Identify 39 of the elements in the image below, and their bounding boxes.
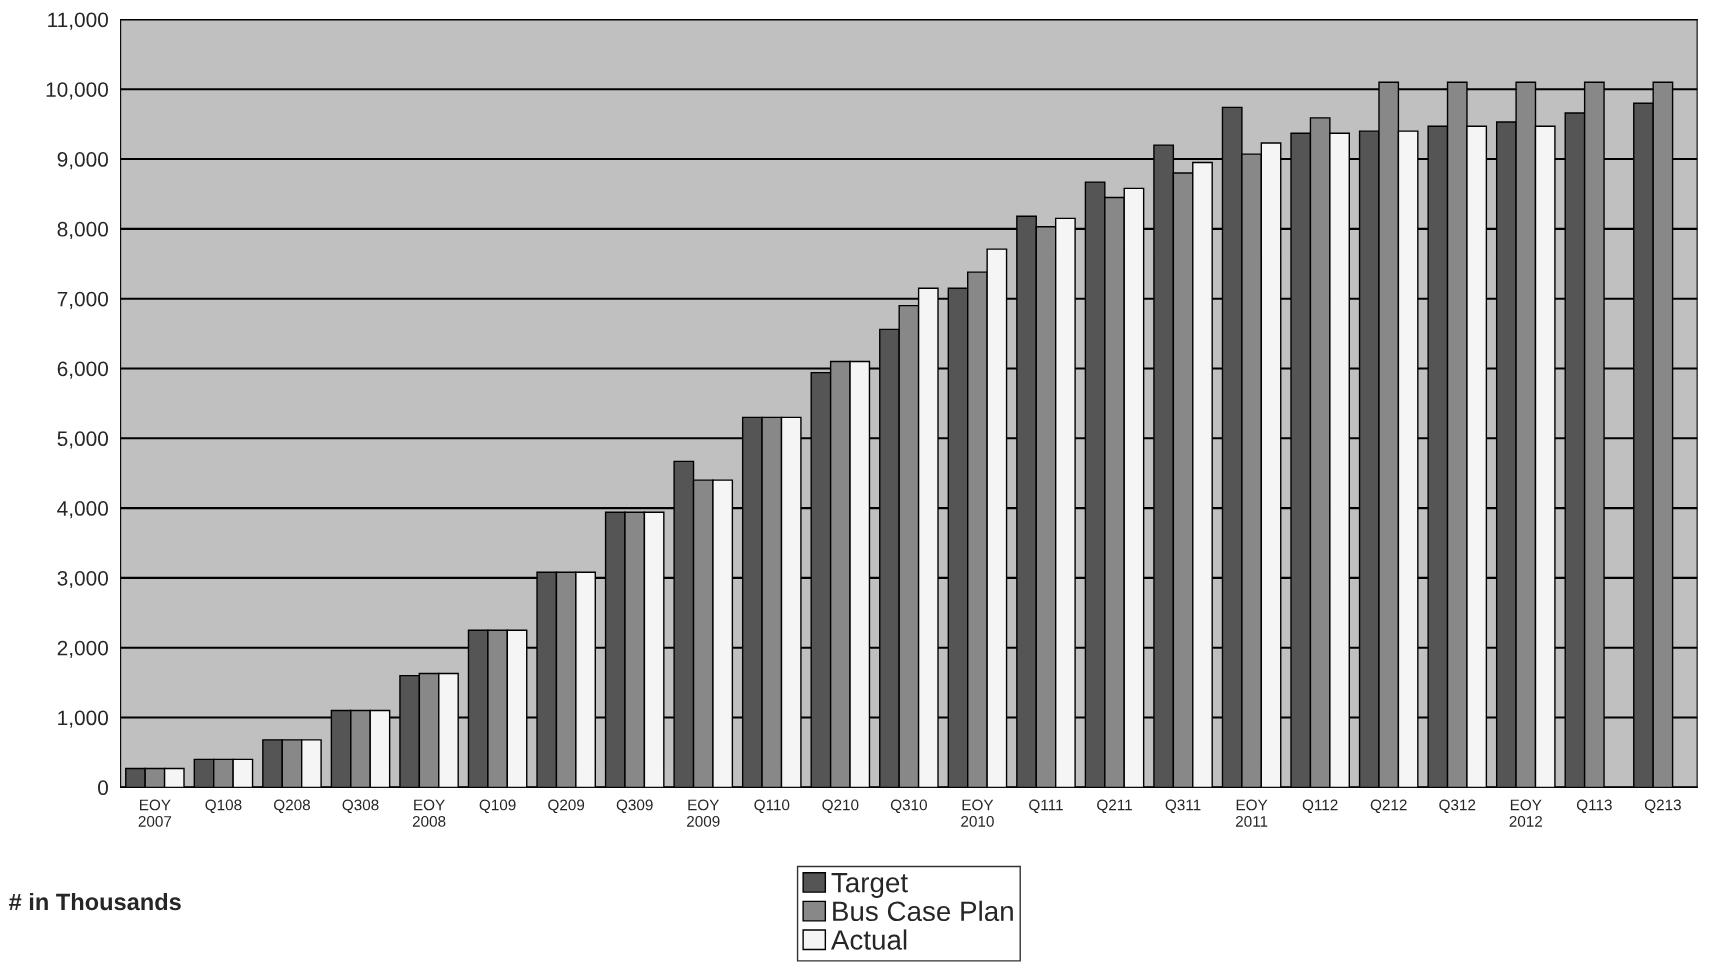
x-tick-label: Q109 [479, 799, 516, 814]
x-tick-label: EOY 2007 [138, 799, 172, 827]
y-tick-label: 7,000 [57, 291, 108, 309]
y-tick-label: 10,000 [46, 82, 108, 100]
y-tick-label: 2,000 [57, 640, 108, 658]
x-tick-label: Q309 [616, 799, 653, 814]
x-tick-label: EOY 2011 [1235, 799, 1268, 827]
x-tick-label: Q211 [1097, 799, 1132, 814]
legend-label: Bus Case Plan [833, 900, 1013, 922]
x-tick-label: Q111 [1029, 799, 1063, 814]
x-tick-label: Q210 [822, 799, 859, 814]
text: # in Thousands [9, 892, 181, 911]
y-tick-label: 11,000 [48, 12, 108, 30]
x-tick-label: Q312 [1439, 799, 1476, 814]
x-tick-label: Q209 [548, 799, 585, 814]
y-tick-label: 9,000 [57, 152, 108, 170]
y-tick-label: 3,000 [57, 570, 108, 589]
x-tick-label: EOY 2012 [1509, 799, 1543, 827]
y-tick-label: 0 [98, 780, 108, 796]
x-tick-label: Q212 [1370, 799, 1407, 814]
legend-label: Actual [830, 929, 907, 950]
x-tick-label: Q110 [754, 799, 790, 814]
x-tick-label: Q310 [890, 799, 927, 814]
x-tick-label: EOY 2009 [687, 799, 720, 827]
x-tick-label: Q311 [1165, 799, 1201, 814]
y-tick-label: 5,000 [57, 431, 108, 449]
y-tick-label: 4,000 [57, 501, 108, 519]
y-tick-label: 8,000 [57, 221, 108, 240]
x-tick-label: Q108 [205, 799, 242, 814]
x-tick-label: Q112 [1302, 799, 1338, 814]
x-tick-label: Q208 [274, 799, 310, 814]
x-tick-label: Q308 [342, 799, 379, 814]
x-tick-label: EOY 2008 [412, 799, 446, 827]
x-tick-label: Q213 [1644, 799, 1681, 814]
x-tick-label: EOY 2010 [961, 799, 994, 827]
y-tick-label: 1,000 [58, 710, 108, 728]
x-tick-label: Q113 [1576, 799, 1612, 814]
legend-label: Target [831, 873, 908, 898]
y-tick-label: 6,000 [57, 361, 108, 379]
